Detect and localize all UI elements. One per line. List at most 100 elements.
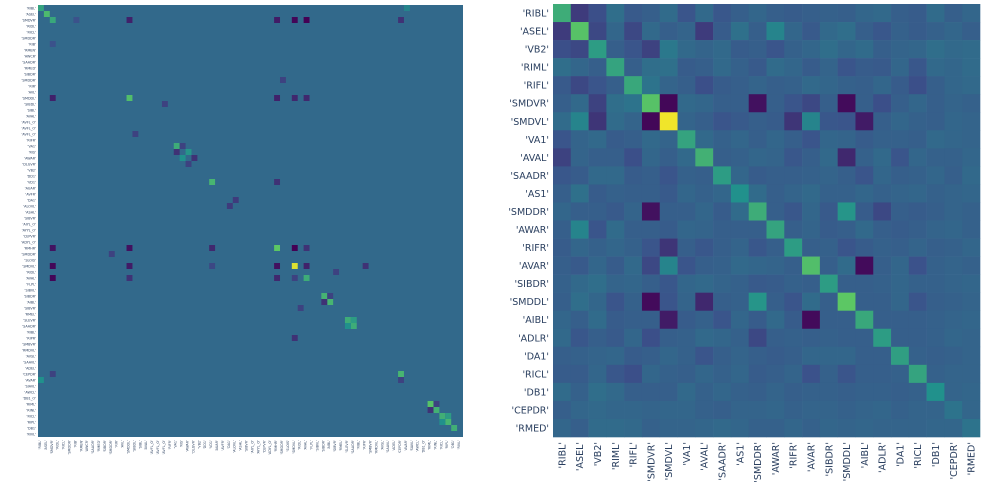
right-heatmap-cell: [624, 40, 643, 59]
right-heatmap-cell: [891, 58, 910, 77]
right-heatmap-cell: [766, 130, 785, 149]
right-heatmap-cell: [784, 310, 803, 330]
right-heatmap-cell: [659, 310, 678, 330]
right-heatmap-cell: [837, 274, 856, 293]
right-heatmap-cell: [677, 400, 696, 420]
right-heatmap-cell: [748, 184, 767, 203]
right-heatmap-cell: [713, 364, 732, 384]
right-heatmap-cell: [748, 256, 767, 275]
right-heatmap-cell: [908, 76, 927, 95]
right-heatmap-cell: [553, 328, 572, 348]
left-y-tick-label: 'SIBL': [27, 108, 36, 112]
left-heatmap-cell: [303, 95, 310, 101]
right-heatmap-cell: [962, 310, 981, 330]
right-heatmap-cell: [713, 346, 732, 366]
right-heatmap-cell: [588, 4, 607, 23]
right-heatmap-cell: [802, 292, 821, 312]
right-heatmap-cell: [748, 274, 767, 293]
right-heatmap-cell: [641, 58, 661, 77]
left-x-tick-label: 'ASHL': [239, 440, 243, 451]
right-heatmap-cell: [819, 22, 838, 41]
right-heatmap-cell: [713, 40, 732, 59]
left-heatmap-cell: [280, 77, 286, 83]
left-y-tick-label: 'SMBVR': [22, 342, 36, 346]
right-heatmap-cell: [802, 184, 821, 203]
left-y-tick-label: 'RIML': [26, 402, 36, 406]
right-heatmap-cell: [588, 292, 607, 312]
right-y-tick-label: 'ADLR': [518, 333, 549, 344]
right-heatmap-cell: [944, 166, 963, 185]
right-heatmap-cell: [748, 4, 767, 23]
left-y-tick-label: 'SAADR': [22, 324, 36, 328]
left-y-tick-label: 'AVAL': [26, 276, 36, 280]
right-heatmap-cell: [766, 238, 785, 257]
right-heatmap-cell: [748, 112, 767, 131]
right-heatmap-cell: [588, 40, 607, 59]
right-heatmap-cell: [624, 292, 643, 312]
left-heatmap-cell: [303, 245, 310, 251]
left-heatmap-cell: [327, 293, 334, 299]
right-heatmap-cell: [962, 148, 981, 167]
left-x-tick-label: 'SMDDL': [126, 440, 130, 454]
right-heatmap-cell: [713, 310, 732, 330]
left-x-tick-label: 'AVFL_O': [162, 440, 166, 455]
left-x-tick-label: 'RINL': [433, 440, 437, 450]
left-y-tick-label: 'SAADR': [22, 60, 36, 64]
right-heatmap-cell: [891, 400, 910, 420]
left-x-tick-label: 'DB1_O': [422, 440, 426, 453]
left-y-tick-label: 'RIS': [29, 150, 36, 154]
left-heatmap-cell: [73, 17, 80, 23]
right-x-tick-label: 'AVAL': [700, 442, 711, 471]
right-heatmap-cell: [641, 94, 661, 113]
right-heatmap-cell: [802, 274, 821, 293]
right-heatmap-cell: [926, 202, 945, 221]
left-y-tick-label: 'AVSL': [26, 354, 36, 358]
right-heatmap-cell: [908, 364, 927, 384]
right-heatmap-cell: [837, 310, 856, 330]
right-heatmap-cell: [784, 328, 803, 348]
left-y-tick-label: 'SMDVL': [22, 264, 36, 268]
left-heatmap-cell: [350, 317, 357, 323]
right-y-tick-label: 'DB1': [524, 387, 549, 398]
right-heatmap-cell: [588, 400, 607, 420]
right-heatmap-cell: [695, 112, 714, 131]
right-heatmap-cell: [695, 382, 714, 402]
left-heatmap-cell: [291, 263, 298, 269]
left-y-tick-label: 'AWCR': [24, 54, 36, 58]
left-y-tick-label: 'CEPVR': [23, 234, 36, 238]
right-heatmap-cell: [766, 310, 785, 330]
right-heatmap-cell: [588, 256, 607, 275]
right-x-tick-label: 'RICL': [913, 442, 924, 469]
right-heatmap-cell: [624, 400, 643, 420]
right-heatmap-cell: [677, 202, 696, 221]
left-heatmap-cell: [303, 275, 310, 281]
right-heatmap-cell: [730, 418, 750, 438]
right-heatmap-cell: [659, 274, 678, 293]
right-x-tick-label: 'VB2': [593, 442, 604, 466]
left-x-tick-label: 'RIBL': [357, 440, 361, 450]
left-heatmap-cell: [49, 17, 56, 23]
right-heatmap-cell: [837, 112, 856, 131]
left-x-tick-label: 'VD1': [209, 440, 213, 449]
left-y-tick-label: 'RMED': [24, 66, 36, 70]
right-x-tick-label: 'AVAR': [806, 442, 817, 472]
left-x-tick-label: 'SMDDR': [67, 440, 71, 455]
left-x-tick-label: 'FLPL': [309, 440, 313, 450]
left-heatmap-cell: [303, 263, 310, 269]
left-y-tick-label: 'RINL': [26, 408, 36, 412]
right-y-tick-label: 'CEPDR': [511, 405, 549, 416]
right-heatmap-cell: [891, 94, 910, 113]
right-heatmap-cell: [659, 58, 678, 77]
right-heatmap-cell: [819, 94, 838, 113]
left-y-tick-label: 'SIBVR': [24, 306, 36, 310]
left-heatmap-cell: [274, 17, 281, 23]
right-heatmap-cell: [713, 4, 732, 23]
right-heatmap-cell: [553, 382, 572, 402]
right-heatmap-cell: [641, 202, 661, 221]
right-heatmap-cell: [766, 40, 785, 59]
right-heatmap-cell: [748, 76, 767, 95]
right-heatmap-cell: [624, 256, 643, 275]
right-heatmap-cell: [659, 382, 678, 402]
right-heatmap-cell: [570, 364, 589, 384]
right-heatmap-cell: [802, 112, 821, 131]
